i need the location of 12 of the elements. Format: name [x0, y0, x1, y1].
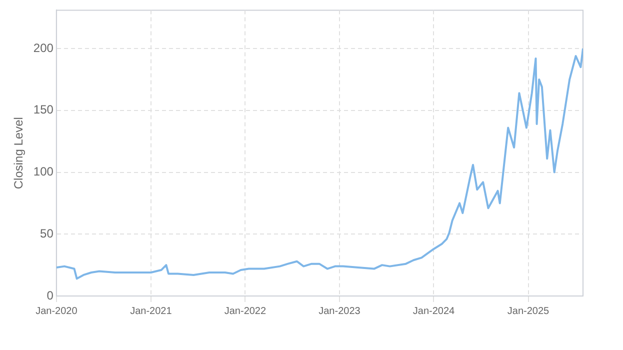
- y-tick-label: 100: [33, 164, 54, 179]
- y-tick-label: 200: [33, 40, 54, 55]
- y-tick-label: 150: [33, 102, 54, 117]
- x-tick-label: Jan-2022: [224, 306, 266, 317]
- y-tick-label: 0: [46, 288, 54, 302]
- x-tick-label: Jan-2024: [412, 306, 456, 317]
- x-tick-label: Jan-2021: [130, 306, 172, 317]
- x-tick-label: Jan-2020: [36, 306, 78, 317]
- y-axis-title: Closing Level: [12, 117, 26, 190]
- x-tick-label: Jan-2025: [507, 306, 550, 317]
- y-tick-label: 50: [40, 226, 54, 240]
- x-tick-label: Jan-2023: [318, 306, 361, 317]
